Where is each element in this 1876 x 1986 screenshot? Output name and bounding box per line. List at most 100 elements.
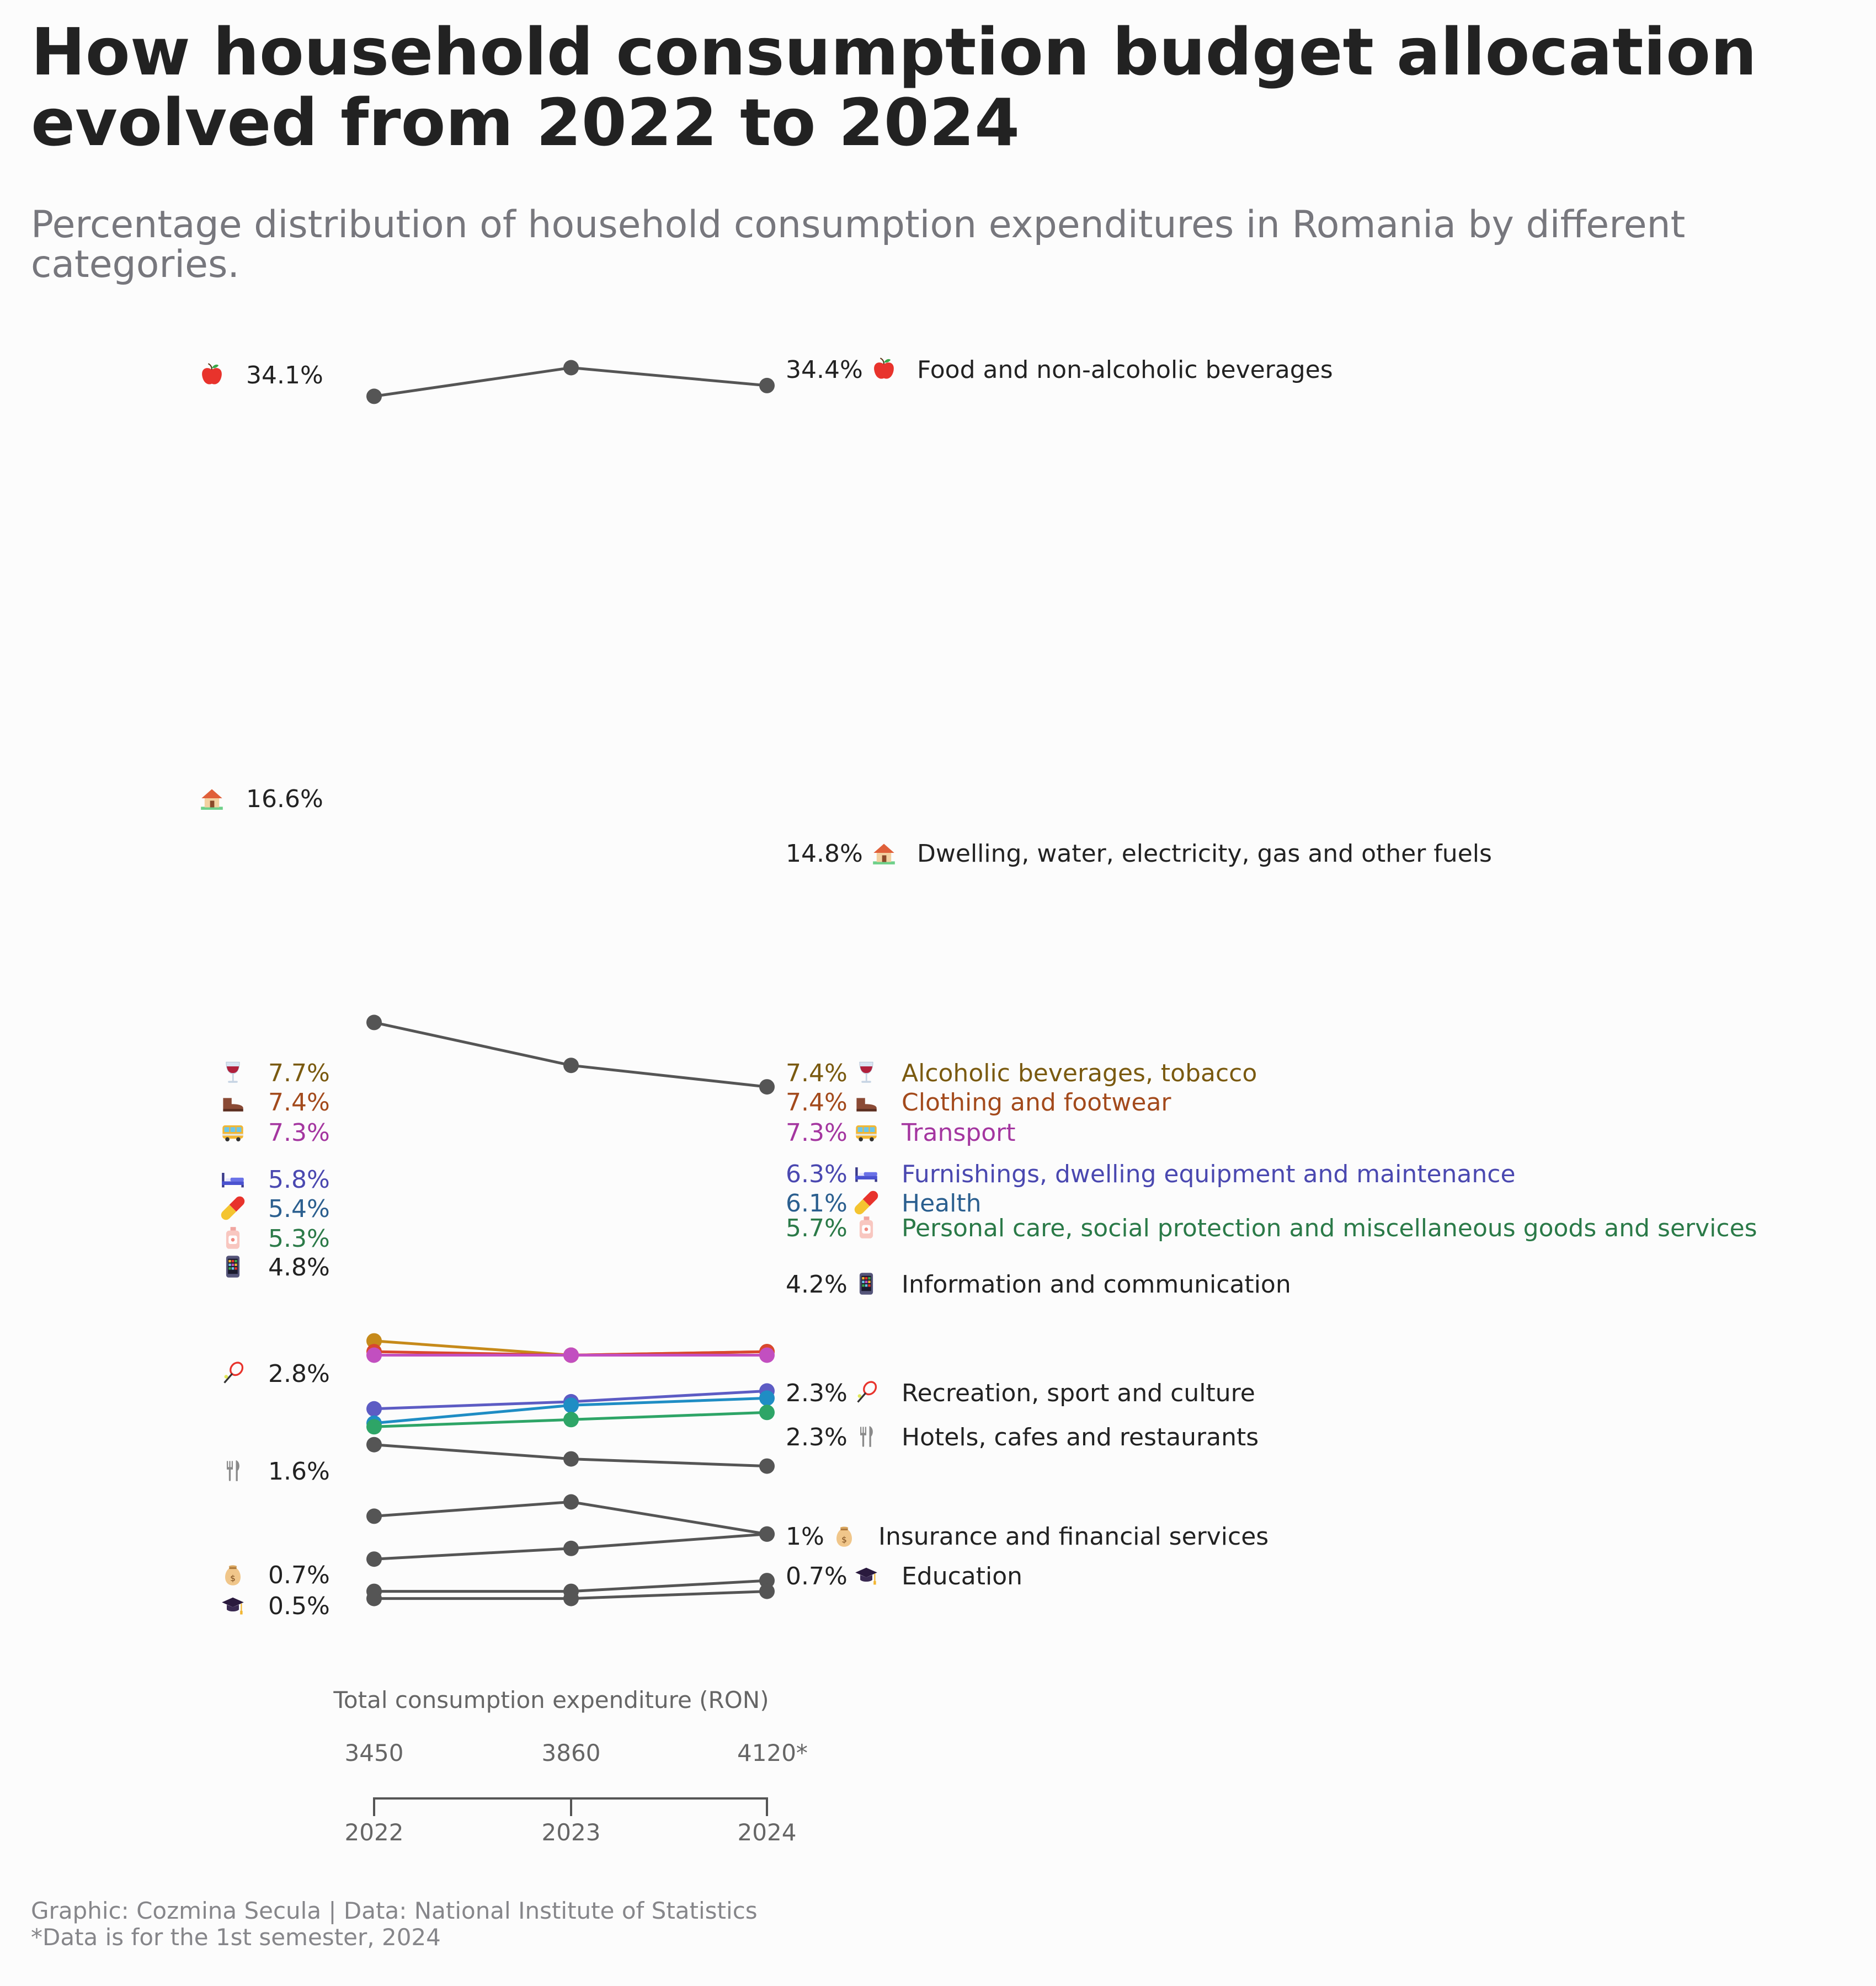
graduation-cap-icon	[855, 1567, 878, 1585]
series-name-label: Insurance and financial services	[878, 1523, 1269, 1551]
tennis-racket-icon	[223, 1361, 245, 1384]
data-point	[366, 1551, 382, 1567]
pill-icon	[221, 1196, 245, 1220]
bed-icon	[855, 1167, 877, 1182]
end-value-label: 2.3%	[786, 1423, 848, 1451]
series-personal-care-social-protection-and-miscellaneous-goods-and-services	[366, 1405, 775, 1435]
house-icon	[201, 789, 223, 810]
start-value-label: 7.3%	[268, 1119, 330, 1147]
data-point	[563, 1058, 579, 1074]
data-point	[366, 1347, 382, 1363]
start-value-label: 5.8%	[268, 1166, 330, 1194]
data-point	[563, 1347, 579, 1363]
end-value-label: 34.4%	[786, 356, 863, 384]
start-value-label: 2.8%	[268, 1360, 330, 1388]
start-value-label: 5.3%	[268, 1225, 330, 1253]
series-name-label: Clothing and footwear	[902, 1088, 1171, 1117]
data-point	[366, 1015, 382, 1031]
data-point	[563, 1451, 579, 1467]
series-education	[366, 1583, 775, 1606]
data-point	[366, 1419, 382, 1435]
bus-icon	[856, 1125, 877, 1142]
wine-glass-icon	[859, 1061, 873, 1083]
data-point	[366, 1333, 382, 1349]
total-expenditure-title: Total consumption expenditure (RON)	[333, 1686, 769, 1713]
series-name-label: Health	[902, 1189, 981, 1218]
start-value-label: 7.4%	[268, 1088, 330, 1117]
series-name-label: Hotels, cafes and restaurants	[902, 1423, 1259, 1451]
data-point	[759, 1458, 775, 1474]
date-footnote: *Data is for the 1st semester, 2024	[31, 1924, 441, 1951]
money-bag-icon	[225, 1565, 241, 1585]
pill-icon	[854, 1190, 878, 1215]
lotion-bottle-icon	[226, 1227, 240, 1249]
data-point	[759, 1583, 775, 1599]
data-point	[759, 1079, 775, 1095]
graduation-cap-icon	[221, 1597, 244, 1615]
start-value-label: 1.6%	[268, 1458, 330, 1486]
series-food-and-non-alcoholic-beverages	[366, 360, 775, 404]
end-value-label: 1%	[786, 1523, 824, 1551]
fork-knife-icon	[860, 1426, 873, 1447]
start-value-label: 5.4%	[268, 1195, 330, 1223]
start-value-label: 7.7%	[268, 1059, 330, 1087]
data-point	[563, 360, 579, 376]
data-point	[759, 1573, 775, 1589]
series-name-label: Recreation, sport and culture	[902, 1379, 1255, 1407]
data-point	[366, 1590, 382, 1606]
source-note: Graphic: Cozmina Secula | Data: National…	[31, 1897, 758, 1924]
wine-glass-icon	[226, 1061, 240, 1083]
x-tick-label: 2024	[738, 1819, 797, 1846]
total-expenditure-value: 4120*	[737, 1739, 808, 1766]
series-name-label: Food and non-alcoholic beverages	[917, 356, 1333, 384]
chart-footer: Graphic: Cozmina Secula | Data: National…	[31, 1898, 758, 1951]
data-point	[563, 1397, 579, 1413]
series-line	[374, 1021, 768, 1088]
end-value-label: 7.4%	[786, 1088, 848, 1117]
end-value-label: 7.4%	[786, 1059, 848, 1087]
data-point	[366, 388, 382, 404]
start-value-label: 4.8%	[268, 1253, 330, 1282]
start-value-label: 0.7%	[268, 1561, 330, 1589]
series-health	[366, 1390, 775, 1431]
series-name-label: Furnishings, dwelling equipment and main…	[902, 1160, 1516, 1188]
tennis-racket-icon	[856, 1380, 878, 1403]
start-value-label: 34.1%	[246, 361, 323, 389]
total-expenditure-value: 3860	[542, 1739, 601, 1766]
apple-icon	[201, 363, 222, 385]
data-point	[563, 1412, 579, 1428]
fork-knife-icon	[227, 1460, 239, 1481]
end-value-label: 14.8%	[786, 840, 863, 868]
data-point	[759, 1526, 775, 1542]
end-value-label: 2.3%	[786, 1379, 848, 1407]
boot-icon	[856, 1098, 877, 1112]
series-name-label: Information and communication	[902, 1270, 1291, 1299]
series-recreation-sport-and-culture	[366, 1494, 775, 1542]
mobile-phone-icon	[226, 1256, 240, 1278]
x-tick-label: 2023	[542, 1819, 601, 1846]
lotion-bottle-icon	[859, 1216, 873, 1238]
data-point	[759, 1405, 775, 1421]
series-transport	[366, 1347, 775, 1363]
data-point	[366, 1508, 382, 1524]
data-point	[759, 1390, 775, 1406]
slope-chart: $ 34.1%34.4%Food and non-alcoholic bever…	[201, 356, 1757, 1846]
end-value-label: 4.2%	[786, 1270, 848, 1299]
data-point	[563, 1540, 579, 1556]
data-point	[563, 1494, 579, 1510]
bus-icon	[222, 1125, 243, 1142]
end-value-label: 6.1%	[786, 1189, 848, 1218]
series-name-label: Dwelling, water, electricity, gas and ot…	[917, 840, 1492, 868]
start-value-label: 0.5%	[268, 1592, 330, 1620]
bed-icon	[222, 1173, 244, 1188]
money-bag-icon	[836, 1526, 852, 1547]
boot-icon	[223, 1098, 243, 1112]
end-value-label: 5.7%	[786, 1214, 848, 1242]
series-dwelling-water-electricity-gas-and-other-fuels	[366, 1015, 775, 1095]
mobile-phone-icon	[859, 1273, 873, 1295]
house-icon	[873, 843, 895, 864]
series-name-label: Education	[902, 1562, 1022, 1590]
end-value-label: 0.7%	[786, 1562, 848, 1590]
data-point	[563, 1590, 579, 1606]
start-value-label: 16.6%	[246, 785, 323, 813]
